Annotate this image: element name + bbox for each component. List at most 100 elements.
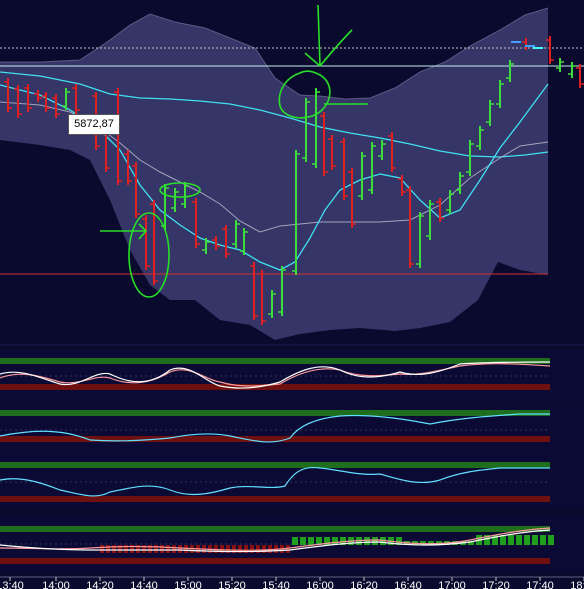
time-axis: 13:40 14:00 14:20 14:40 15:00 15:20 15:40 16:00… [0, 576, 584, 589]
candle [192, 198, 200, 248]
candle [302, 98, 310, 162]
histogram-bar [154, 545, 158, 553]
histogram-bar [142, 545, 146, 553]
histogram-bar [364, 537, 370, 545]
candle [52, 94, 60, 118]
histogram-bar [340, 537, 346, 545]
histogram-bar [324, 537, 330, 545]
indicator-panel [0, 456, 584, 508]
oversold-zone [0, 436, 550, 442]
candle [546, 36, 554, 64]
time-tick-label: 17:20 [482, 580, 510, 589]
time-tick-label: 16:40 [394, 580, 422, 589]
time-tick-label: 17:40 [526, 580, 554, 589]
indicator-panel [0, 518, 584, 570]
histogram-bar [130, 545, 134, 553]
time-tick-label: 18:00 [570, 580, 584, 589]
histogram-bar [166, 545, 170, 553]
candle [114, 88, 122, 185]
candle [258, 270, 266, 325]
histogram-bar [452, 541, 458, 545]
candlestick-series [4, 36, 584, 325]
histogram-bar [548, 535, 554, 545]
time-tick-label: 16:00 [306, 580, 334, 589]
candle [240, 228, 248, 255]
candle [476, 126, 484, 150]
annotation-arrow-low [100, 223, 148, 240]
histogram-bar [286, 545, 290, 553]
candle [268, 290, 276, 318]
histogram-bar [332, 537, 338, 545]
histogram-bar [118, 545, 122, 553]
candle [222, 225, 230, 258]
time-tick-label: 16:20 [350, 580, 378, 589]
histogram-bar [106, 545, 110, 553]
candle [181, 182, 189, 208]
histogram-bar [516, 535, 522, 545]
histogram-bar [124, 545, 128, 553]
histogram-bar [184, 545, 188, 553]
candle [348, 168, 356, 228]
candle [24, 84, 32, 112]
candle [388, 132, 396, 172]
histogram-bar [226, 545, 230, 553]
indicator-panel [0, 404, 584, 456]
time-tick-label: 14:00 [42, 580, 70, 589]
histogram-bar [372, 537, 378, 545]
time-tick-label: 15:40 [262, 580, 290, 589]
histogram-bar [380, 537, 386, 545]
histogram-bar [160, 545, 164, 553]
candle [456, 172, 464, 194]
candle [340, 138, 348, 200]
histogram-bar [268, 545, 272, 553]
histogram-bar [316, 537, 322, 545]
candle [124, 150, 132, 185]
histogram-bar [484, 535, 490, 545]
candle [486, 100, 494, 126]
candle [72, 84, 80, 114]
candle [250, 262, 258, 320]
candle [556, 58, 564, 72]
candle [312, 88, 320, 168]
candle [506, 60, 514, 82]
annotation-circle-mid [159, 182, 201, 198]
histogram-bar [396, 537, 402, 545]
time-tick-label: 17:00 [438, 580, 466, 589]
candle [4, 78, 12, 112]
histogram-bar [136, 545, 140, 553]
indicator-line [0, 529, 551, 553]
time-tick-label: 15:20 [218, 580, 246, 589]
histogram-bar [112, 545, 116, 553]
candle [576, 64, 584, 88]
histogram-bar [238, 545, 242, 553]
candle [496, 80, 504, 108]
candle [320, 112, 328, 176]
indicator-line [0, 413, 550, 443]
candle [436, 198, 444, 222]
candle [358, 152, 366, 200]
annotation-arrow-top [304, 4, 353, 67]
candle [406, 186, 414, 268]
histogram-bar [178, 545, 182, 553]
histogram-bar [540, 535, 546, 545]
candle [568, 62, 576, 78]
indicator-line [0, 466, 550, 497]
histogram-bar [256, 545, 260, 553]
histogram-bar [300, 537, 306, 545]
hand-drawn-annotations [100, 4, 368, 298]
candle [278, 266, 286, 316]
annotation-circle-top [278, 70, 331, 119]
upper-envelope-line [0, 7, 549, 100]
candle [232, 220, 240, 248]
overbought-zone [0, 462, 550, 468]
histogram-bar [100, 545, 104, 553]
indicator-line [0, 527, 551, 551]
histogram-bar [492, 535, 498, 545]
candle [171, 188, 179, 212]
candle [446, 190, 454, 214]
time-tick-label: 14:20 [86, 580, 114, 589]
overbought-zone [0, 358, 550, 364]
candle [62, 88, 70, 110]
candle [466, 140, 474, 176]
cursor-price-label: 5872,87 [68, 114, 120, 135]
